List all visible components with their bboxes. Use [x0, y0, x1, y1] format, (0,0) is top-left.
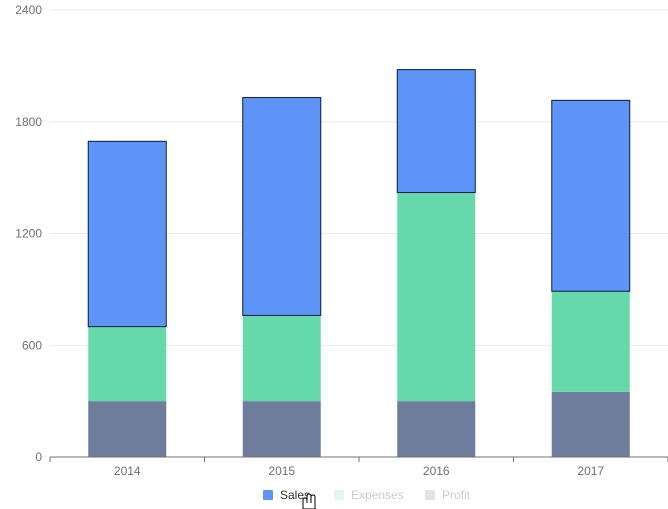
legend-swatch — [263, 490, 273, 500]
bar-expenses-2016[interactable] — [397, 192, 476, 402]
legend: Sales Expenses Profit — [263, 488, 471, 502]
x-tick-label: 2017 — [577, 464, 604, 478]
y-tick-label: 1800 — [15, 115, 42, 129]
x-axis: 2014 2015 2016 2017 — [49, 456, 668, 478]
legend-label: Profit — [442, 488, 471, 502]
legend-label: Expenses — [351, 488, 404, 502]
y-tick-label: 2400 — [15, 3, 42, 17]
legend-item-expenses[interactable]: Expenses — [334, 488, 404, 502]
hand-pointer-shape — [302, 493, 316, 509]
x-tick-label: 2014 — [114, 464, 141, 478]
legend-swatch — [425, 490, 435, 500]
legend-swatch — [334, 490, 344, 500]
x-tick-label: 2016 — [423, 464, 450, 478]
bars — [87, 69, 631, 457]
bar-profit-2016[interactable] — [397, 401, 476, 457]
y-tick-label: 1200 — [15, 227, 42, 241]
y-axis: 0 600 1200 1800 2400 — [15, 3, 42, 464]
legend-item-profit[interactable]: Profit — [425, 488, 471, 502]
bar-expenses-2017[interactable] — [551, 291, 630, 392]
bar-sales-2014[interactable] — [87, 140, 167, 328]
bar-profit-2014[interactable] — [88, 401, 167, 457]
bar-expenses-2014[interactable] — [88, 326, 167, 402]
bar-profit-2015[interactable] — [242, 401, 321, 457]
x-tick-label: 2015 — [268, 464, 295, 478]
legend-item-sales[interactable]: Sales — [263, 488, 310, 502]
legend-label: Sales — [280, 488, 310, 502]
hand-pointer-icon — [302, 493, 316, 509]
bar-sales-2015[interactable] — [242, 97, 322, 316]
bar-sales-2016[interactable] — [396, 69, 476, 194]
bar-expenses-2015[interactable] — [242, 315, 321, 402]
bar-profit-2017[interactable] — [551, 391, 630, 457]
y-tick-label: 0 — [35, 450, 42, 464]
y-tick-label: 600 — [22, 338, 42, 352]
bar-sales-2017[interactable] — [551, 99, 631, 292]
